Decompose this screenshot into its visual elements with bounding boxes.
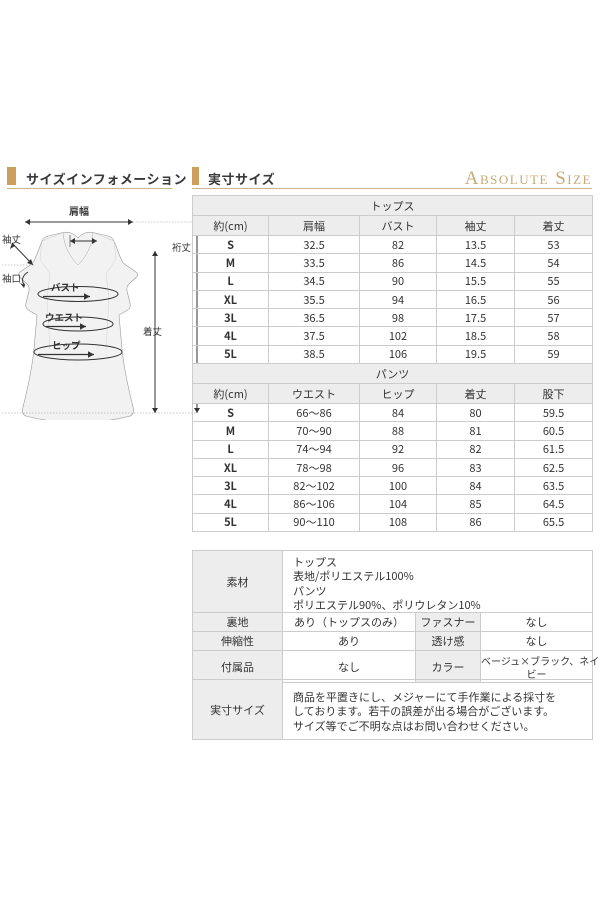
svg-text:着丈: 着丈 xyxy=(143,324,163,338)
svg-text:袖口: 袖口 xyxy=(2,271,21,285)
svg-text:ヒップ: ヒップ xyxy=(52,338,81,352)
svg-text:裄丈: 裄丈 xyxy=(172,240,192,254)
svg-text:肩幅: 肩幅 xyxy=(69,203,89,218)
svg-text:袖丈: 袖丈 xyxy=(2,232,22,246)
svg-text:バスト: バスト xyxy=(51,280,80,294)
svg-text:ウエスト: ウエスト xyxy=(45,310,83,324)
